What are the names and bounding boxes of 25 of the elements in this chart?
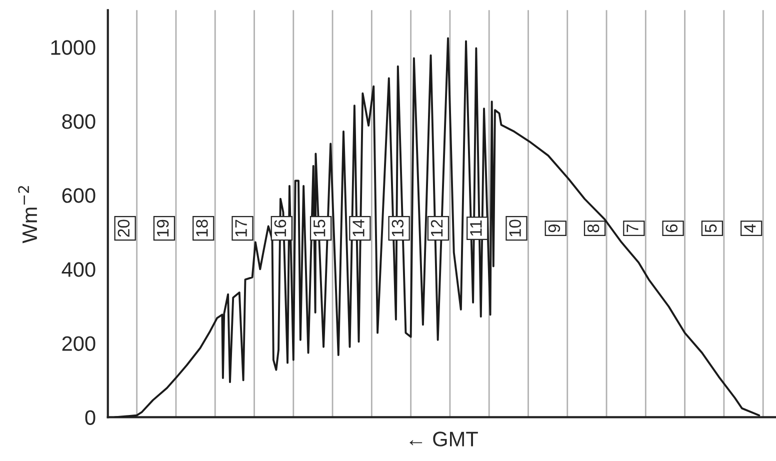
x-tick-label: 18 (196, 220, 208, 236)
y-tick-label: 400 (62, 262, 96, 277)
x-tick-label: 14 (352, 220, 364, 236)
y-tick-label: 200 (62, 336, 96, 351)
x-tick-label: 15 (314, 220, 326, 236)
x-tick-label: 8 (587, 224, 600, 232)
x-tick-label: 7 (626, 224, 638, 232)
x-tick-label: 13 (392, 220, 404, 236)
x-tick-label: 12 (430, 220, 443, 236)
y-tick-label: 0 (85, 410, 96, 425)
x-axis-title: ← GMT (410, 432, 478, 446)
x-tick-label: 19 (156, 220, 169, 236)
x-tick-label: 16 (274, 220, 286, 236)
x-tick-label: 10 (509, 220, 521, 236)
y-axis-title: Wm$^{−2}$ (18, 186, 37, 244)
x-tick-label: 11 (470, 220, 482, 236)
x-tick-label: 4 (744, 224, 756, 233)
y-tick-label: 1000 (51, 40, 96, 55)
x-tick-label: 6 (666, 224, 678, 232)
x-tick-label: 17 (235, 220, 247, 236)
x-tick-label: 9 (548, 224, 560, 232)
y-tick-label: 800 (62, 114, 96, 129)
x-tick-label: 5 (705, 224, 717, 232)
x-tick-label: 20 (118, 220, 130, 237)
y-tick-label: 600 (62, 188, 96, 203)
